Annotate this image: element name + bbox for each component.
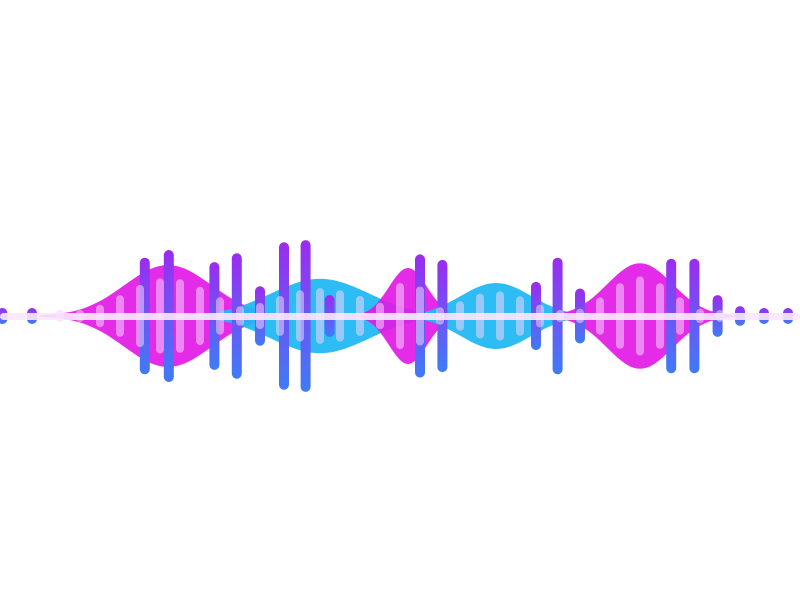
center-line <box>0 313 800 320</box>
